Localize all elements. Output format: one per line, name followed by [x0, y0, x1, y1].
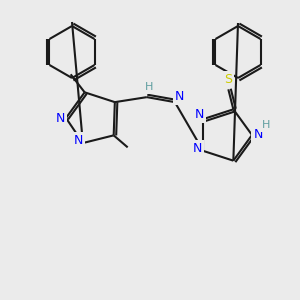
Text: N: N	[253, 128, 263, 142]
Text: N: N	[74, 134, 84, 146]
Text: S: S	[224, 73, 232, 86]
Text: H: H	[262, 120, 270, 130]
Text: N: N	[193, 142, 202, 155]
Text: N: N	[175, 90, 184, 103]
Text: H: H	[145, 82, 153, 92]
Text: N: N	[55, 112, 65, 124]
Text: N: N	[194, 108, 204, 121]
